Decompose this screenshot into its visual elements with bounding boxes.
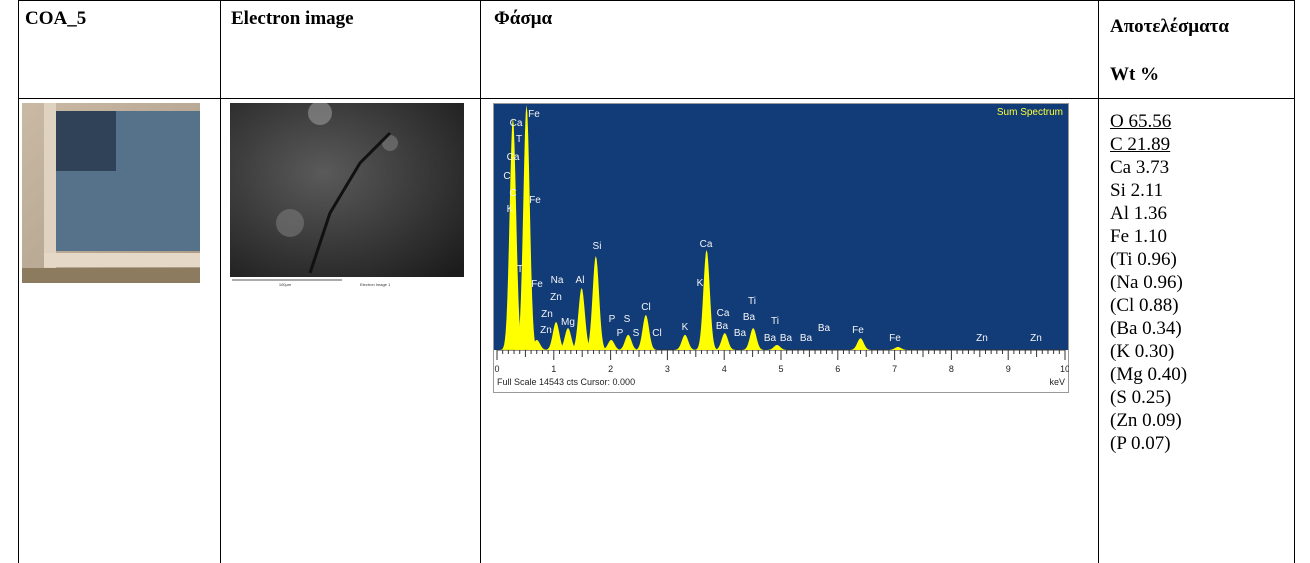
peak-label: Zn — [1030, 333, 1042, 344]
result-line: (Na 0.96) — [1110, 271, 1187, 294]
result-line: (Zn 0.09) — [1110, 409, 1187, 432]
peak-label: K — [682, 322, 689, 333]
result-line: (Ba 0.34) — [1110, 317, 1187, 340]
header-cell: Electron image — [231, 8, 354, 30]
result-line: Si 2.11 — [1110, 179, 1187, 202]
peak-label: Ba — [800, 333, 813, 344]
peak-label: Fe — [852, 325, 864, 336]
spectrum: Sum Spectrum Full Scale 14543 cts Cursor… — [493, 103, 1069, 393]
header-cell: Φάσμα — [494, 8, 552, 30]
result-line: (Mg 0.40) — [1110, 363, 1187, 386]
result-line: Ca 3.73 — [1110, 156, 1187, 179]
peak-label: P — [609, 314, 616, 325]
peak-label: Ba — [818, 323, 831, 334]
peak-label: Ba — [716, 321, 729, 332]
axis-unit: keV — [1049, 377, 1065, 387]
x-tick-label: 8 — [949, 364, 954, 374]
peak-label: Zn — [541, 309, 553, 320]
x-tick-label: 10 — [1060, 364, 1069, 374]
header-cell: Wt % — [1110, 64, 1159, 86]
peak-label: Zn — [976, 333, 988, 344]
peak-label: Ba — [764, 333, 777, 344]
peak-label: Si — [593, 241, 602, 252]
peak-label: Al — [576, 275, 585, 286]
table-border — [18, 0, 1295, 1]
result-line: (K 0.30) — [1110, 340, 1187, 363]
peak-label: C — [503, 171, 510, 182]
x-tick-label: 7 — [892, 364, 897, 374]
peak-label: Cl — [641, 302, 650, 313]
peak-label: Ba — [780, 333, 793, 344]
peak-label: Ti — [771, 316, 779, 327]
result-line: (P 0.07) — [1110, 432, 1187, 455]
peak-label: Ca — [700, 239, 713, 250]
peak-label: Mg — [561, 317, 575, 328]
image-caption: Electron Image 1 — [360, 282, 391, 287]
electron-image: 100µm Electron Image 1 — [230, 103, 464, 288]
peak-label: P — [617, 328, 624, 339]
peak-label: Fe — [529, 195, 541, 206]
x-tick-label: 0 — [494, 364, 499, 374]
peak-label: Ti — [748, 296, 756, 307]
peak-label: Ba — [743, 312, 756, 323]
peak-label: Ca — [717, 308, 730, 319]
peak-label: Fe — [528, 109, 540, 120]
table-border — [18, 0, 19, 563]
result-line: C 21.89 — [1110, 133, 1187, 156]
peak-label: T — [516, 134, 522, 145]
result-line: O 65.56 — [1110, 110, 1187, 133]
header-cell: Αποτελέσματα — [1110, 16, 1229, 38]
peak-label: K — [507, 204, 514, 215]
x-tick-label: 9 — [1006, 364, 1011, 374]
peak-label: Zn — [540, 325, 552, 336]
result-line: (Ti 0.96) — [1110, 248, 1187, 271]
peak-label: Ca — [507, 152, 520, 163]
peak-label: Ca — [510, 118, 523, 129]
peak-label: Ba — [734, 328, 747, 339]
peak-label: T — [517, 264, 523, 275]
header-cell: COA_5 — [25, 8, 86, 30]
result-line: Al 1.36 — [1110, 202, 1187, 225]
table-border — [480, 0, 481, 563]
result-line: (S 0.25) — [1110, 386, 1187, 409]
result-line: (Cl 0.88) — [1110, 294, 1187, 317]
table-border — [18, 98, 1295, 99]
peak-label: Fe — [889, 333, 901, 344]
spectrum-footer: Full Scale 14543 cts Cursor: 0.000 — [497, 377, 635, 387]
table-border — [1098, 0, 1099, 563]
x-tick-label: 6 — [835, 364, 840, 374]
table-border — [220, 0, 221, 563]
table-border — [1294, 0, 1295, 563]
peak-label: K — [697, 278, 704, 289]
peak-label: C — [509, 188, 516, 199]
sample-photo — [22, 103, 200, 283]
page: COA_5 Electron image Φάσμα Αποτελέσματα … — [0, 0, 1310, 563]
peak-label: S — [633, 328, 640, 339]
peak-label: S — [624, 314, 631, 325]
peak-label: Zn — [550, 292, 562, 303]
x-tick-label: 2 — [608, 364, 613, 374]
x-tick-label: 3 — [665, 364, 670, 374]
result-line: Fe 1.10 — [1110, 225, 1187, 248]
x-tick-label: 5 — [778, 364, 783, 374]
peak-label: Cl — [652, 328, 661, 339]
peak-label: Na — [551, 275, 564, 286]
peak-label: Fe — [531, 279, 543, 290]
scale-bar-label: 100µm — [279, 282, 292, 287]
x-tick-label: 1 — [551, 364, 556, 374]
spectrum-title: Sum Spectrum — [997, 107, 1063, 118]
x-tick-label: 4 — [722, 364, 727, 374]
